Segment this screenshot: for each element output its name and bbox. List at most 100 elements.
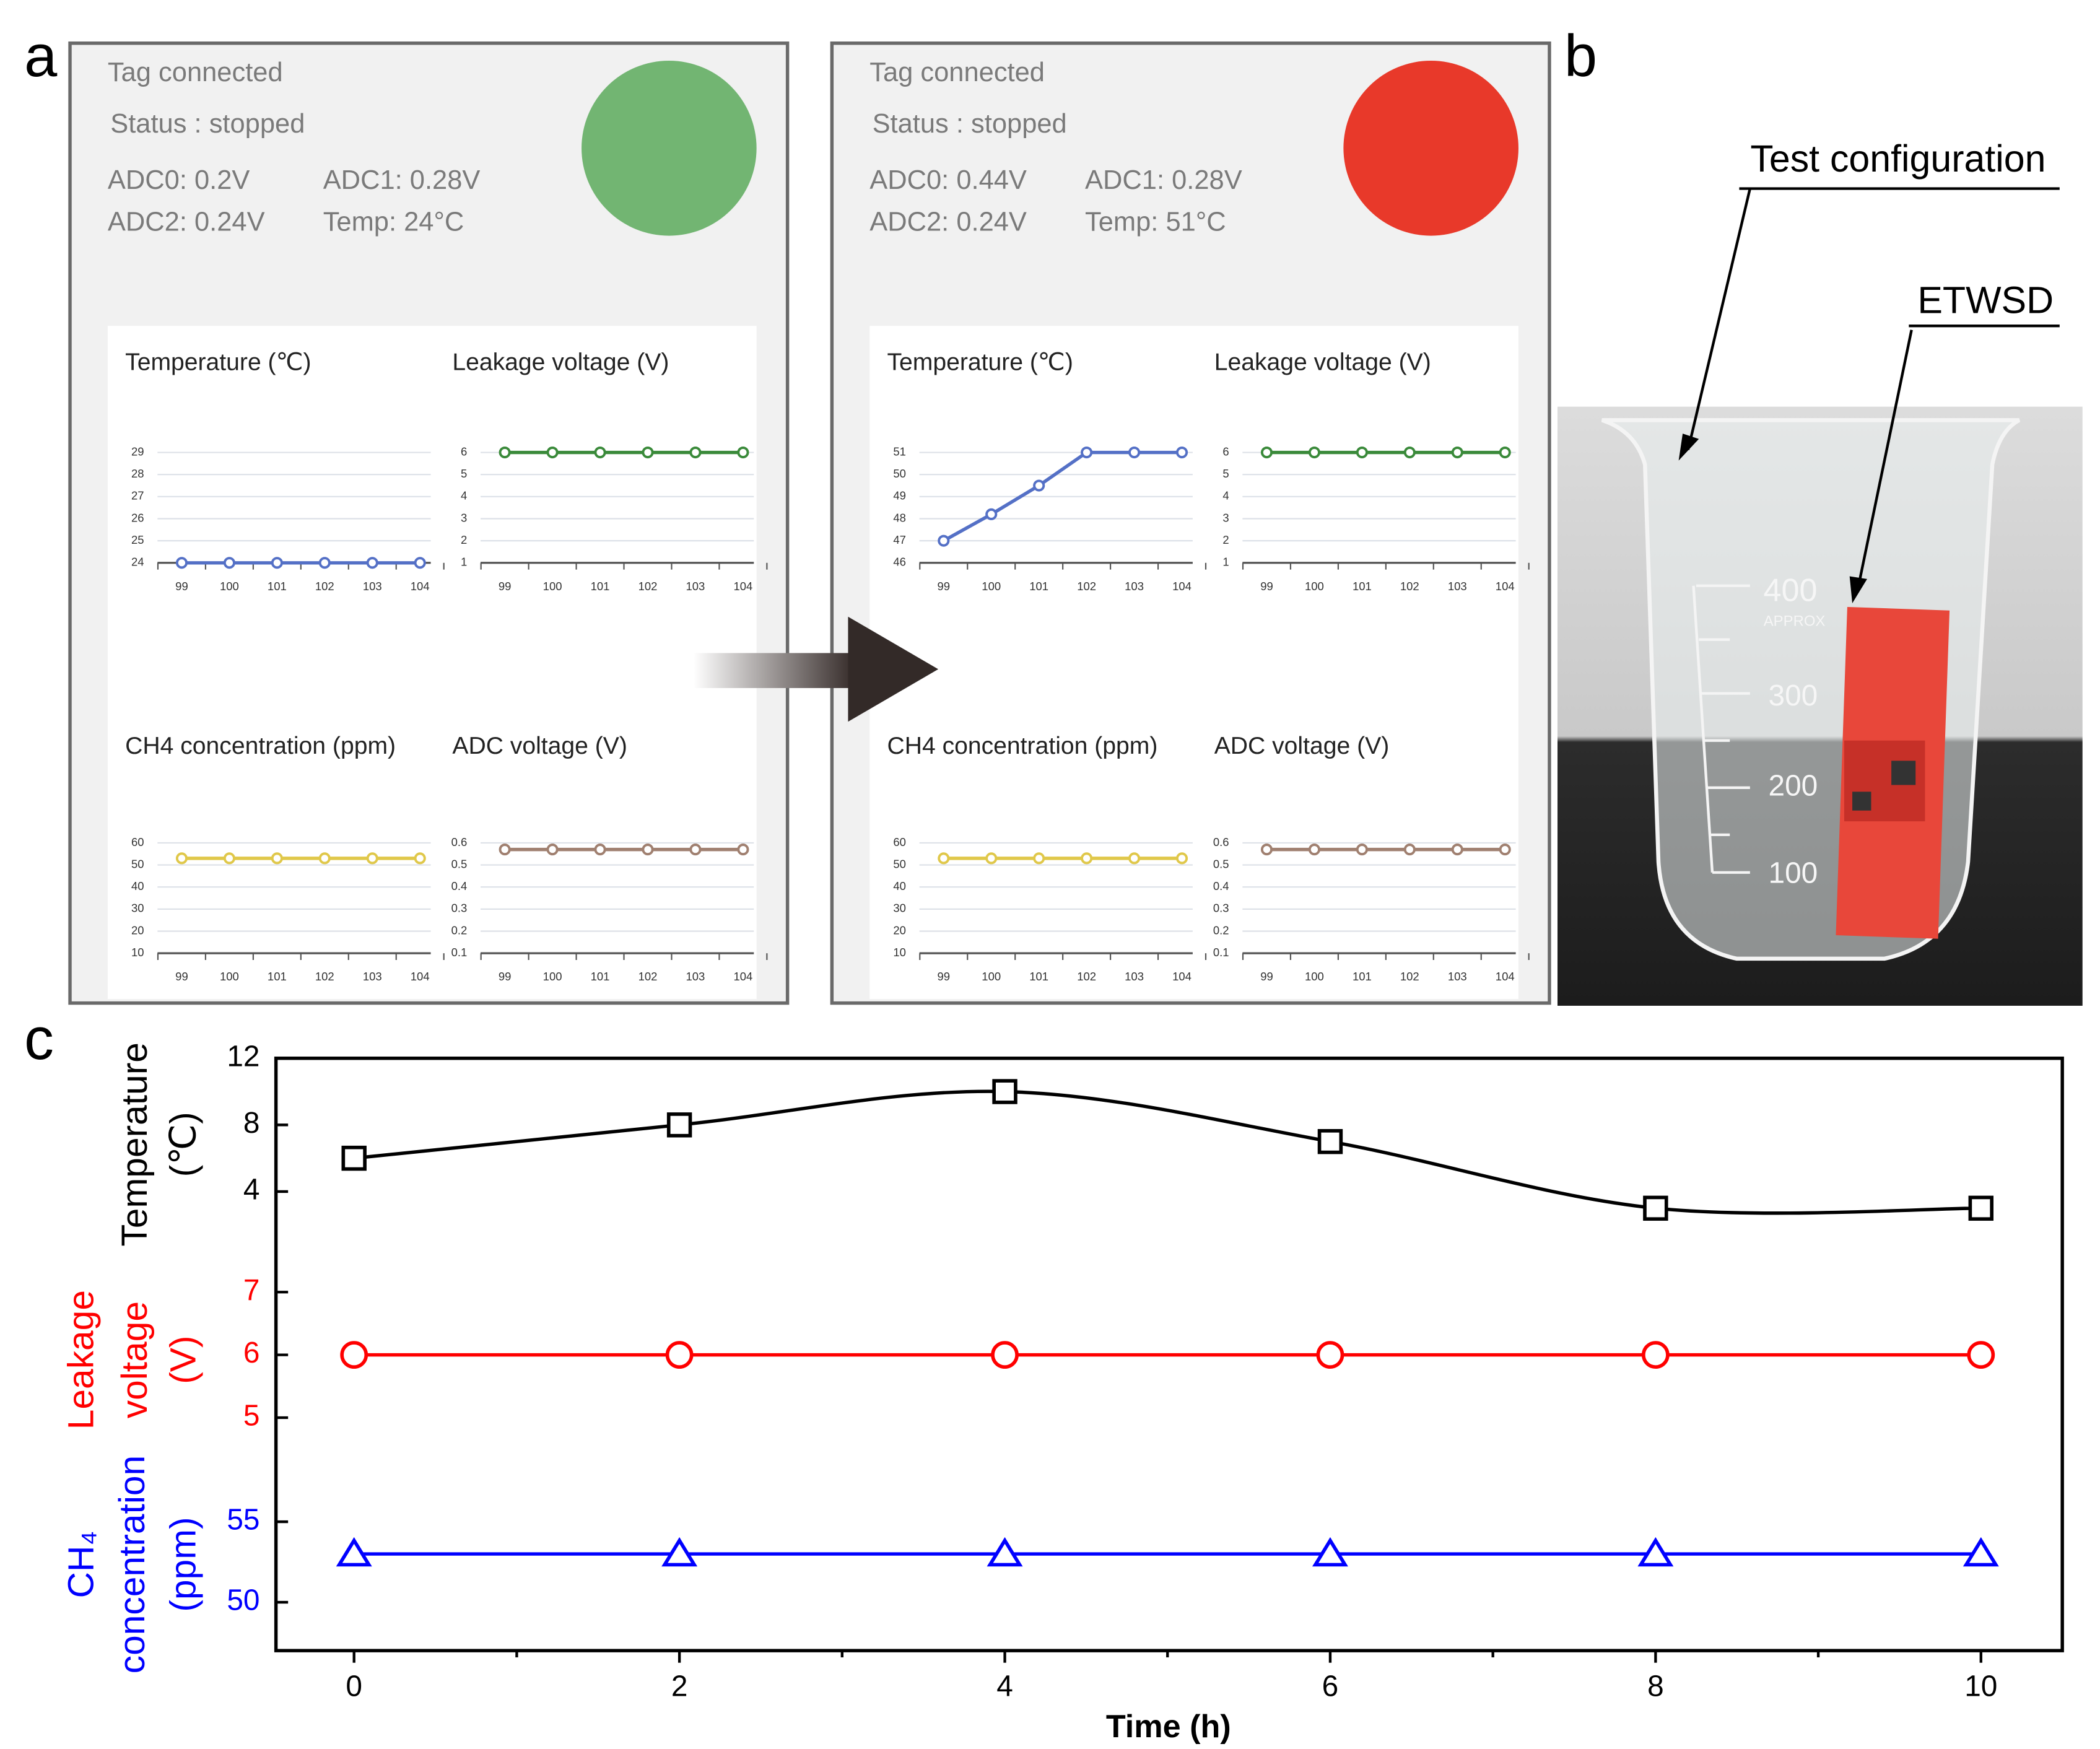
chart-card: [869, 326, 1518, 1000]
mini-chart: CH4 concentration (ppm) 10 20 30 40 50 60 99 100…: [125, 733, 445, 983]
y-tick-label: 6: [461, 445, 467, 458]
data-point: [1963, 1537, 1999, 1567]
y-tick-label: 7: [243, 1274, 260, 1307]
panel-label: b: [1564, 23, 1597, 89]
y-tick-label: 2: [1222, 533, 1229, 546]
y-tick-label: 28: [131, 467, 144, 480]
annotation: Test configuration: [1750, 137, 2046, 180]
status-text: Tag connected: [869, 58, 1045, 87]
data-point: [340, 1341, 368, 1369]
x-tick-label: 2: [671, 1670, 688, 1703]
y-tick-label: 0.6: [451, 835, 468, 848]
y-tick-label: 29: [131, 445, 144, 458]
y-tick-label: 25: [131, 533, 144, 546]
x-tick-label: 103: [686, 580, 705, 593]
reading: ADC2: 0.24V: [869, 207, 1027, 237]
status-indicator: [582, 60, 757, 236]
x-tick-label: 100: [982, 580, 1001, 593]
annotation: ETWSD: [1917, 279, 2054, 321]
x-tick-label: 102: [1077, 580, 1096, 593]
data-point: [1317, 1128, 1343, 1154]
y-tick-label: 0.3: [1213, 902, 1229, 915]
x-tick-label: 4: [996, 1670, 1013, 1703]
data-point: [1499, 844, 1511, 856]
x-tick-label: 103: [1125, 580, 1144, 593]
y-tick-label: 10: [131, 946, 144, 959]
data-point: [1308, 446, 1320, 459]
reading: ADC2: 0.24V: [108, 207, 265, 237]
y-tick-label: 3: [1222, 511, 1229, 524]
y-tick-label: 46: [893, 556, 906, 569]
y-tick-label: 0.1: [1213, 946, 1229, 959]
y-tick-label: 8: [243, 1107, 260, 1140]
x-tick-label: 102: [1400, 970, 1419, 983]
y-tick-label: 60: [131, 835, 144, 848]
beaker-mark: APPROX: [1764, 613, 1826, 630]
data-point: [938, 852, 950, 865]
y-tick-label: 26: [131, 511, 144, 524]
y-tick-label: 6: [243, 1337, 260, 1369]
data-point: [223, 557, 235, 569]
y-tick-label: 5: [243, 1400, 260, 1433]
y-tick-label: 0.4: [1213, 879, 1229, 892]
y-tick-label: 0.5: [451, 857, 468, 870]
panel-label: a: [24, 23, 58, 89]
data-point: [1081, 446, 1093, 459]
x-tick-label: 101: [1353, 580, 1372, 593]
x-tick-label: 104: [733, 580, 752, 593]
data-point: [175, 852, 188, 865]
x-tick-label: 101: [591, 970, 610, 983]
x-tick-label: 101: [268, 580, 287, 593]
chart-title: CH4 concentration (ppm): [887, 733, 1157, 759]
reading: Temp: 24°C: [323, 207, 464, 237]
chart-title: Leakage voltage (V): [1214, 349, 1431, 375]
chart-title: Leakage voltage (V): [452, 349, 669, 375]
data-point: [938, 534, 950, 547]
data-point: [175, 557, 188, 569]
x-tick-label: 103: [1448, 970, 1467, 983]
status-text: Tag connected: [108, 58, 283, 87]
y-tick-label: 55: [227, 1504, 259, 1537]
y-tick-label: 4: [1222, 489, 1229, 502]
chart-title: Temperature (℃): [125, 349, 311, 375]
data-point: [642, 844, 654, 856]
x-tick-label: 104: [1496, 970, 1515, 983]
data-point: [366, 557, 378, 569]
x-tick-label: 103: [363, 580, 382, 593]
data-point: [1499, 446, 1511, 459]
chart-title: CH4 concentration (ppm): [125, 733, 396, 759]
mini-chart: Leakage voltage (V) 1 2 3 4 5 6 99 100 101 102 103 1…: [452, 349, 768, 593]
panel-label: c: [24, 1006, 54, 1072]
x-tick-label: 99: [175, 580, 188, 593]
data-point: [737, 446, 749, 459]
data-point: [594, 844, 606, 856]
data-point: [1641, 1341, 1670, 1369]
beaker-mark: 200: [1769, 769, 1818, 802]
data-point: [499, 446, 511, 459]
y-tick-label: 5: [461, 467, 467, 480]
x-tick-label: 102: [1077, 970, 1096, 983]
data-point: [1403, 844, 1416, 856]
reading: Temp: 51°C: [1085, 207, 1226, 237]
data-point: [1260, 844, 1273, 856]
data-point: [1128, 446, 1141, 459]
beaker-mark: 400: [1764, 572, 1818, 608]
x-tick-label: 100: [220, 580, 239, 593]
data-point: [1968, 1195, 1993, 1221]
data-line: [354, 1089, 1981, 1215]
y-axis-label: (V): [163, 1336, 203, 1384]
data-point: [414, 557, 426, 569]
y-tick-label: 0.4: [451, 879, 468, 892]
x-tick-label: 100: [543, 970, 562, 983]
x-tick-label: 100: [1305, 970, 1324, 983]
transition-arrow: [693, 616, 939, 722]
mini-chart: ADC voltage (V) 0.1 0.2 0.3 0.4 0.5 0.6 99 100 10…: [1213, 733, 1530, 983]
y-tick-label: 51: [893, 445, 906, 458]
chart-title: Temperature (℃): [887, 349, 1073, 375]
x-tick-label: 99: [1260, 580, 1273, 593]
data-point: [1175, 446, 1188, 459]
data-point: [341, 1145, 367, 1171]
y-tick-label: 0.6: [1213, 835, 1229, 848]
y-tick-label: 0.2: [451, 923, 468, 936]
data-point: [1356, 446, 1368, 459]
